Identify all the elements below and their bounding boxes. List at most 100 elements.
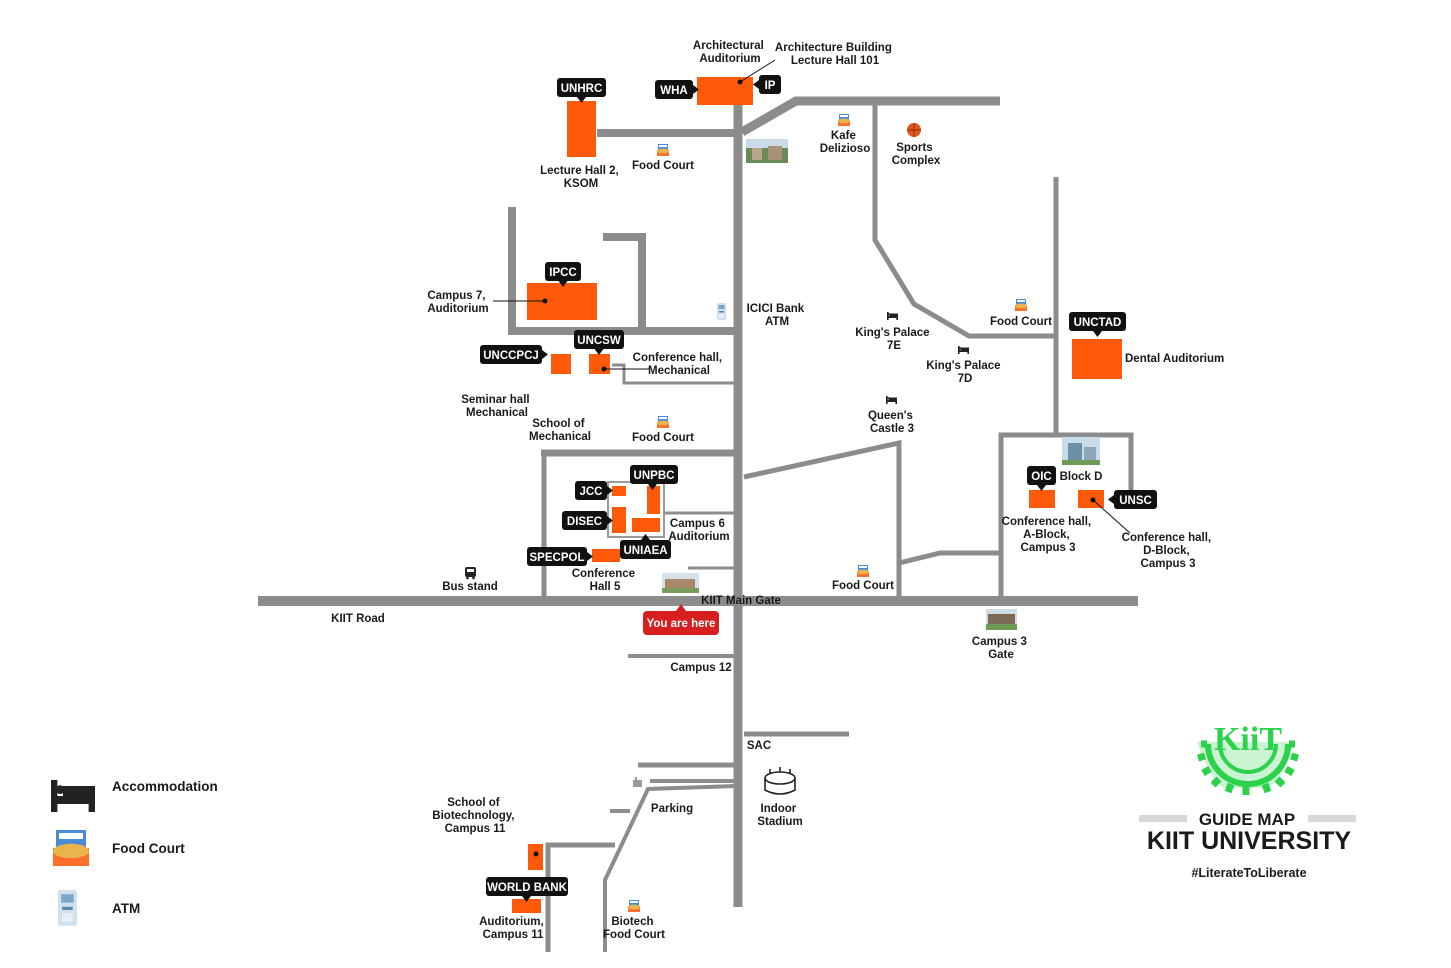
label-conference-hall-5: Conference Hall 5 (572, 568, 638, 593)
dental-auditorium-building[interactable] (1072, 339, 1122, 379)
label-dental-auditorium: Dental Auditorium (1125, 353, 1224, 365)
tag-uncsw-label: UNCSW (577, 335, 621, 347)
tag-oic[interactable]: OIC (1027, 466, 1056, 491)
sports-road (872, 104, 1054, 339)
hashtag: #LiterateToLiberate (1191, 866, 1306, 880)
tag-oic-label: OIC (1031, 471, 1051, 483)
food-court-icon (838, 114, 850, 126)
tag-world-bank[interactable]: WORLD BANK (486, 877, 568, 902)
mechanical-road (612, 363, 736, 385)
buildings (512, 77, 1122, 913)
poi-icons (465, 114, 1100, 912)
label-lecture-hall-2: Lecture Hall 2, KSOM (540, 165, 622, 190)
food-court-icon (657, 144, 669, 156)
legend-atm-label: ATM (112, 901, 140, 916)
bed-icon (51, 780, 95, 812)
food-court-icon (857, 565, 869, 577)
kiit-logo-text: KiiT (1214, 721, 1282, 758)
auditorium-campus11-building[interactable] (512, 899, 541, 913)
tag-wha-label: WHA (660, 85, 687, 97)
tag-jcc[interactable]: JCC (575, 481, 613, 500)
map-labels: Architectural Auditorium Architecture Bu… (331, 40, 1224, 941)
label-block-d: Block D (1060, 471, 1103, 483)
tag-disec[interactable]: DISEC (562, 511, 613, 530)
food-court-icon (1015, 299, 1027, 311)
tag-unctad[interactable]: UNCTAD (1069, 312, 1126, 337)
biotech-school-building[interactable] (528, 844, 543, 870)
label-biotech-food-court: Biotech Food Court (603, 916, 665, 941)
label-food-court: Food Court (632, 432, 694, 444)
basketball-icon (907, 123, 921, 137)
tag-wha[interactable]: WHA (655, 80, 699, 99)
label-food-court: Food Court (990, 316, 1052, 328)
tag-unhrc[interactable]: UNHRC (557, 78, 606, 103)
label-campus3-gate: Campus 3 Gate (972, 636, 1030, 661)
tag-unhrc-label: UNHRC (561, 83, 603, 95)
tag-specpol[interactable]: SPECPOL (527, 547, 593, 566)
legend: Accommodation Food Court ATM (51, 779, 218, 926)
tag-world-bank-label: WORLD BANK (487, 882, 568, 894)
conference-hall-mechanical-building[interactable] (589, 354, 610, 374)
tag-unsc[interactable]: UNSC (1108, 490, 1157, 509)
campus7-road (508, 207, 736, 335)
tags: WHA IP UNHRC IPCC UNCSW UNCCPCJ (480, 75, 1157, 902)
label-kafe-delizioso: Kafe Delizioso (820, 130, 870, 155)
label-campus7-auditorium: Campus 7, Auditorium (427, 290, 488, 315)
tag-uniaea[interactable]: UNIAEA (620, 534, 671, 559)
tag-ipcc[interactable]: IPCC (545, 262, 581, 287)
kiit-logo: KiiT (1197, 721, 1299, 795)
campus3-link-road (898, 550, 1001, 566)
label-kings-palace-7e: King's Palace 7E (855, 327, 933, 352)
disec-building[interactable] (612, 507, 626, 533)
bus-icon (465, 567, 476, 580)
parking-icon (633, 777, 642, 787)
conference-hall-5-building[interactable] (592, 549, 620, 562)
food-court-icon (628, 900, 640, 912)
university-title: KIIT UNIVERSITY (1147, 827, 1352, 855)
tag-unctad-label: UNCTAD (1074, 317, 1122, 329)
food-court-icon (657, 416, 669, 428)
label-campus6-auditorium: Campus 6 Auditorium (668, 518, 729, 543)
label-queens-castle: Queen's Castle 3 (868, 410, 916, 435)
unccpcj-building[interactable] (551, 354, 571, 374)
uniaea-building[interactable] (632, 518, 660, 532)
leader-lines (493, 59, 1131, 857)
label-campus-12: Campus 12 (670, 662, 731, 674)
atm-icon (58, 890, 77, 926)
tag-unccpcj-label: UNCCPCJ (483, 350, 539, 362)
conference-hall-a-block-building[interactable] (1029, 490, 1055, 508)
campus11-road (545, 842, 615, 952)
tag-ip[interactable]: IP (753, 75, 781, 94)
tag-unpbc[interactable]: UNPBC (630, 465, 678, 490)
divider (1139, 815, 1187, 822)
jcc-building[interactable] (612, 486, 626, 496)
label-school-of-biotechnology: School of Biotechnology, Campus 11 (432, 797, 517, 835)
biotech-road (603, 784, 737, 952)
roads (258, 92, 1138, 952)
tag-unccpcj[interactable]: UNCCPCJ (480, 345, 548, 364)
north-east-road (739, 96, 1000, 136)
label-kings-palace-7d: King's Palace 7D (926, 360, 1004, 385)
unpbc-building[interactable] (647, 486, 660, 514)
bed-icon (958, 346, 969, 354)
legend-food-court-label: Food Court (112, 841, 185, 856)
tag-specpol-label: SPECPOL (530, 552, 585, 564)
campus3-road (998, 432, 1134, 597)
campus7-inner-road (603, 233, 646, 331)
tag-uncsw[interactable]: UNCSW (574, 330, 624, 355)
photo-thumbnail (1062, 437, 1100, 465)
bed-icon (886, 396, 897, 404)
label-conference-hall-mechanical: Conference hall, Mechanical (633, 352, 726, 377)
lecture-hall-2-building[interactable] (567, 101, 596, 157)
architecture-building[interactable] (697, 77, 753, 105)
branding: KiiT GUIDE MAP KIIT UNIVERSITY #Literate… (1139, 721, 1356, 880)
label-architecture-building: Architecture Building Lecture Hall 101 (775, 42, 895, 67)
you-are-here-marker[interactable]: You are here (643, 604, 719, 635)
photo-thumbnail (662, 573, 699, 593)
photo-thumbnail (986, 609, 1017, 630)
tag-uniaea-label: UNIAEA (623, 545, 667, 557)
stadium-icon (764, 767, 796, 795)
label-kiit-road: KIIT Road (331, 613, 385, 625)
tag-ip-label: IP (765, 80, 776, 92)
divider (1308, 815, 1356, 822)
